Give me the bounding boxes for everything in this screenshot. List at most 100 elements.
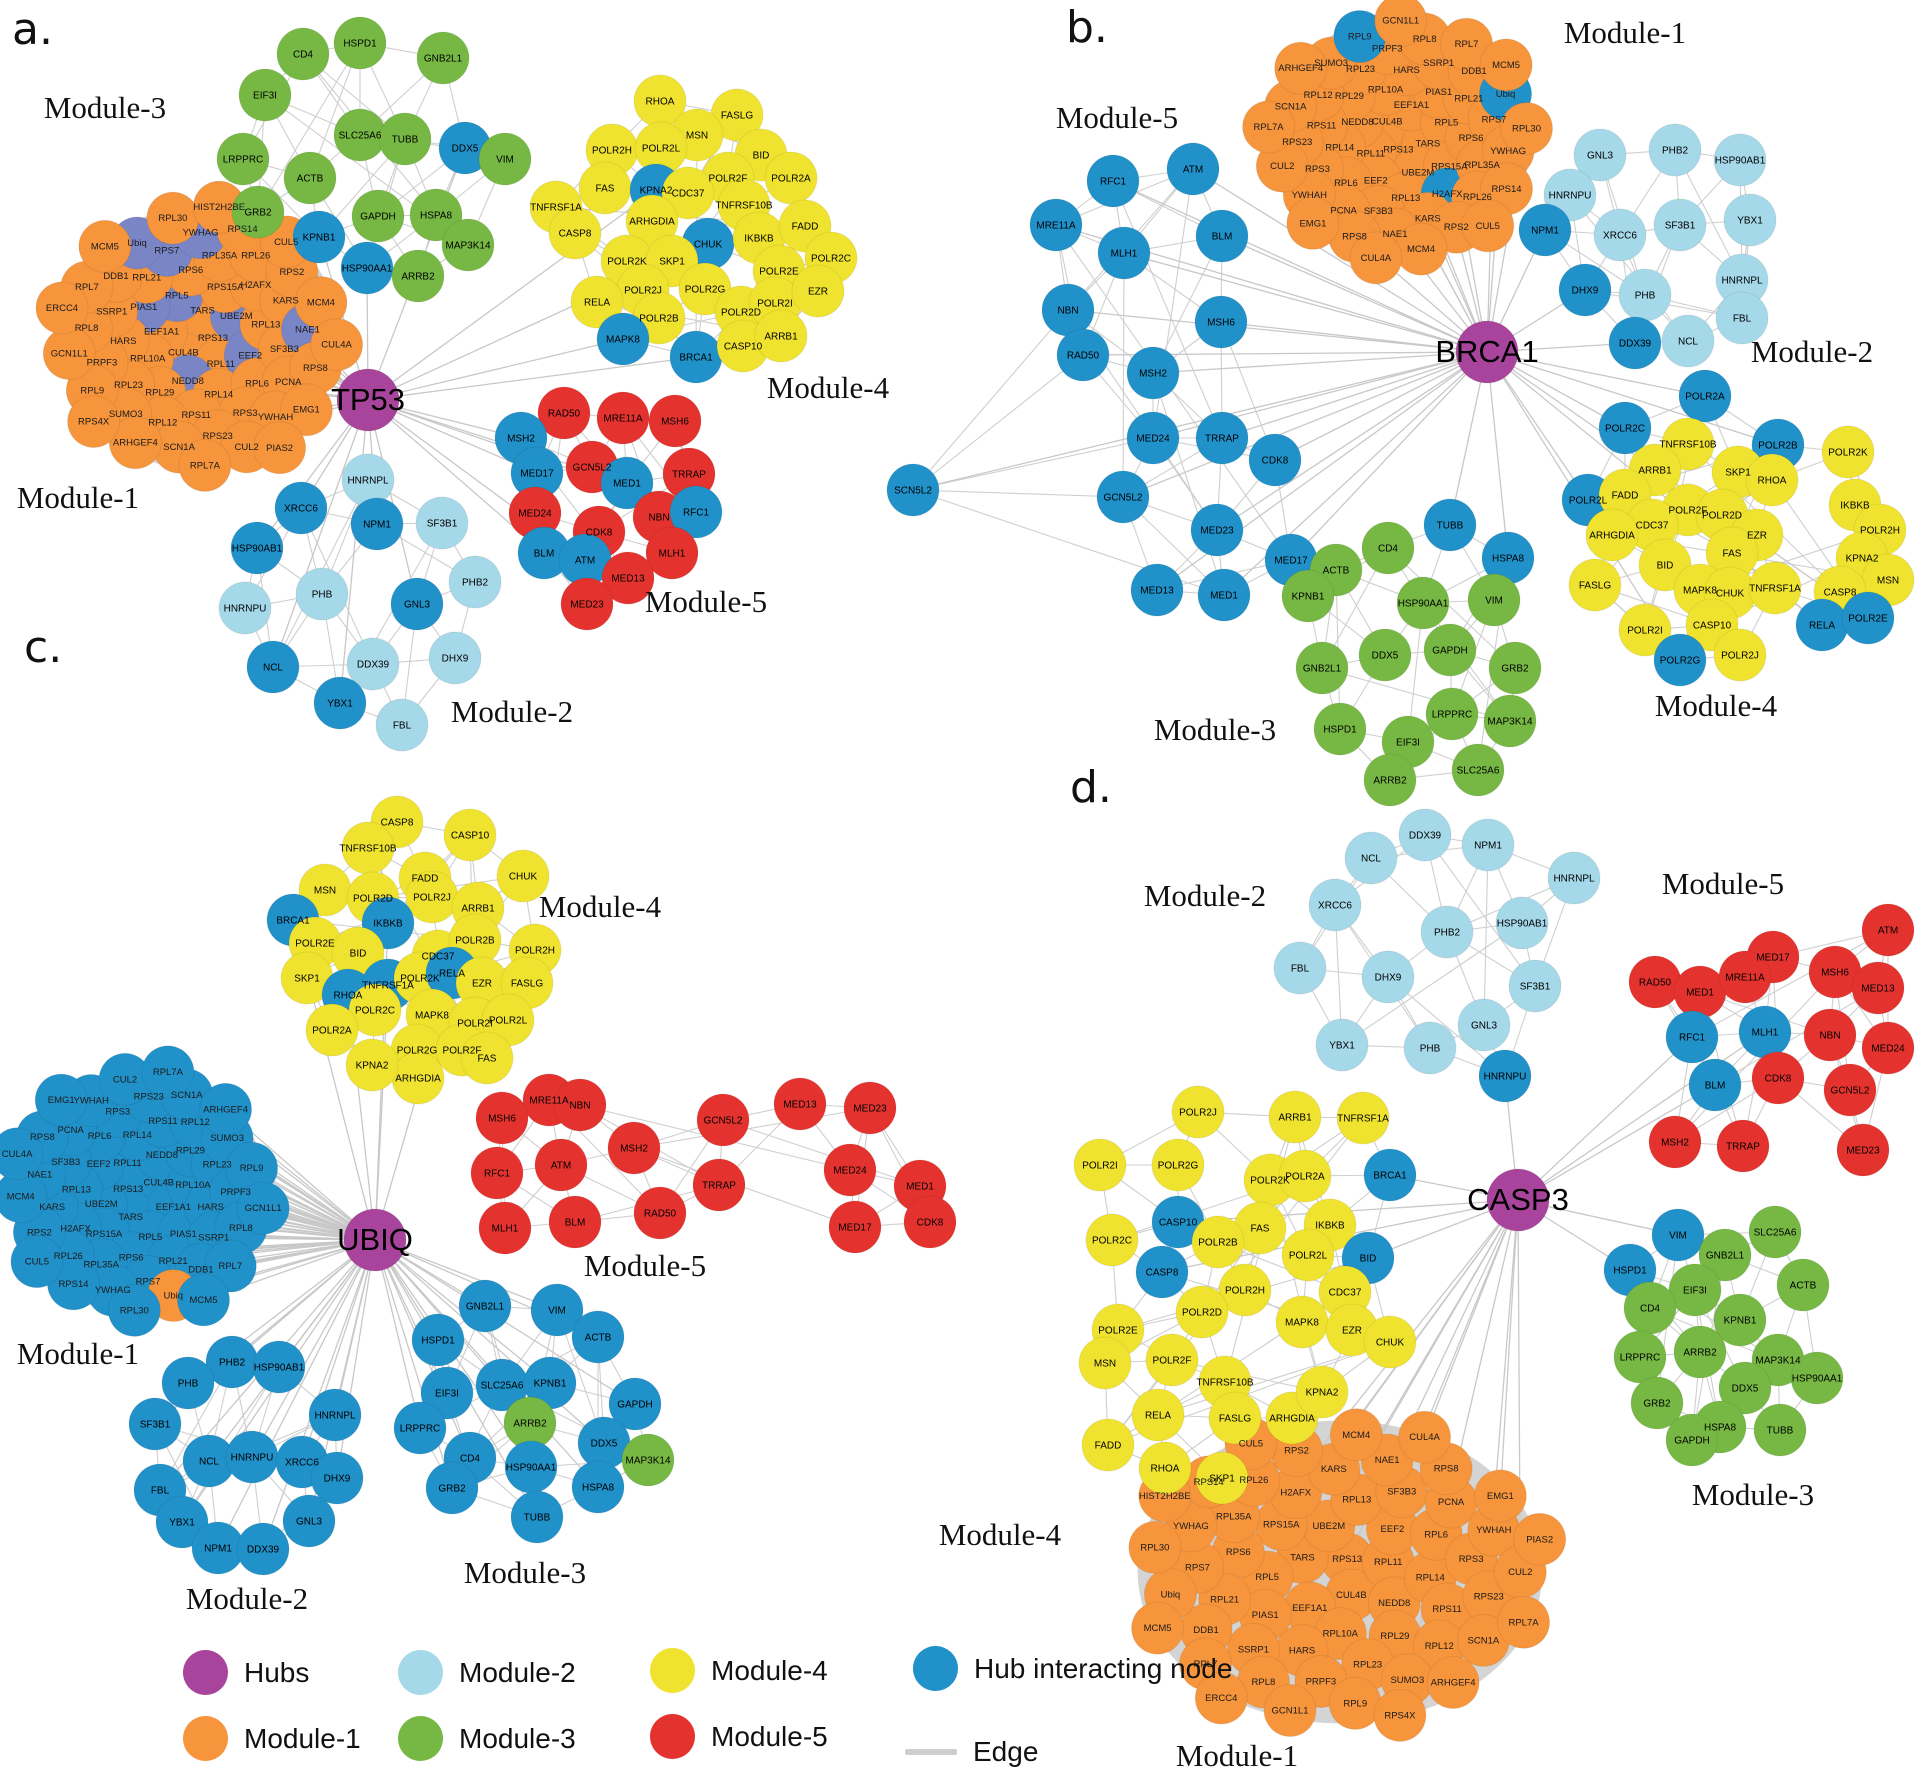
node-SF3B1[interactable] — [128, 1397, 182, 1451]
node-RPL30[interactable] — [107, 1283, 161, 1337]
node-MLH1[interactable] — [1097, 226, 1151, 280]
node-LRPPRC[interactable] — [393, 1401, 447, 1455]
node-EZR[interactable] — [791, 264, 845, 318]
node-KPNB1[interactable] — [292, 210, 346, 264]
node-EMG1[interactable] — [279, 383, 333, 437]
node-BRCA1[interactable] — [669, 330, 723, 384]
node-EMG1[interactable] — [1286, 196, 1340, 250]
node-NPM1[interactable] — [1461, 818, 1515, 872]
node-POLR2L[interactable] — [1281, 1228, 1335, 1282]
node-CUL4A[interactable] — [1398, 1410, 1452, 1464]
node-PIAS2[interactable] — [253, 421, 307, 475]
node-MRE11A[interactable] — [1029, 198, 1083, 252]
node-ARRB2[interactable] — [1673, 1325, 1727, 1379]
node-ARRB1[interactable] — [1268, 1090, 1322, 1144]
node-EIF3I[interactable] — [420, 1366, 474, 1420]
node-ARRB1[interactable] — [754, 309, 808, 363]
node-GNB2L1[interactable] — [458, 1279, 512, 1333]
node-GRB2[interactable] — [1488, 641, 1542, 695]
node-ATM[interactable] — [1166, 142, 1220, 196]
node-MED23[interactable] — [1190, 503, 1244, 557]
node-RPL9[interactable] — [1328, 1676, 1382, 1730]
node-POLR2A[interactable] — [1278, 1149, 1332, 1203]
node-PHB2[interactable] — [1648, 123, 1702, 177]
node-RAD50[interactable] — [1056, 328, 1110, 382]
node-POLR2J[interactable] — [1713, 628, 1767, 682]
node-POLR2A[interactable] — [764, 151, 818, 205]
node-ARHGEF4[interactable] — [1274, 41, 1328, 95]
node-RPL7A[interactable] — [178, 438, 232, 492]
node-HSP90AB1[interactable] — [252, 1340, 306, 1394]
node-HSP90AA1[interactable] — [1790, 1351, 1844, 1405]
node-POLR2B[interactable] — [1191, 1215, 1245, 1269]
node-RFC1[interactable] — [1086, 154, 1140, 208]
node-MAP3K14[interactable] — [1483, 694, 1537, 748]
node-PHB[interactable] — [1403, 1021, 1457, 1075]
node-ARRB2[interactable] — [1363, 753, 1417, 807]
node-TUBB[interactable] — [510, 1490, 564, 1544]
node-GNB2L1[interactable] — [416, 31, 470, 85]
node-VIM[interactable] — [1467, 573, 1521, 627]
node-FASLG[interactable] — [1208, 1391, 1262, 1445]
node-MSH6[interactable] — [1194, 295, 1248, 349]
node-CDK8[interactable] — [1751, 1051, 1805, 1105]
node-EMG1[interactable] — [34, 1073, 88, 1127]
node-CUL5[interactable] — [10, 1235, 64, 1289]
node-ATM[interactable] — [534, 1138, 588, 1192]
node-NBN[interactable] — [1041, 283, 1095, 337]
node-VIM[interactable] — [530, 1283, 584, 1337]
node-MED24[interactable] — [1126, 411, 1180, 465]
node-VIM[interactable] — [478, 132, 532, 186]
node-ACTB[interactable] — [283, 151, 337, 205]
node-RFC1[interactable] — [470, 1146, 524, 1200]
node-POLR2G[interactable] — [1151, 1138, 1205, 1192]
node-TNFRSF1A[interactable] — [1748, 561, 1802, 615]
node-CUL4A[interactable] — [1349, 231, 1403, 285]
node-HNRNPU[interactable] — [225, 1430, 279, 1484]
node-RHOA[interactable] — [1138, 1441, 1192, 1495]
node-TRRAP[interactable] — [692, 1158, 746, 1212]
node-PHB[interactable] — [161, 1356, 215, 1410]
node-POLR2C[interactable] — [1598, 401, 1652, 455]
node-HSP90AA1[interactable] — [340, 241, 394, 295]
node-MLH1[interactable] — [478, 1201, 532, 1255]
node-RPL7A[interactable] — [141, 1045, 195, 1099]
node-BRCA1[interactable] — [1363, 1148, 1417, 1202]
node-HNRNPL[interactable] — [341, 453, 395, 507]
node-HSPD1[interactable] — [1313, 702, 1367, 756]
node-YBX1[interactable] — [1315, 1018, 1369, 1072]
node-NBN[interactable] — [1803, 1008, 1857, 1062]
node-LRPPRC[interactable] — [1613, 1330, 1667, 1384]
node-SLC25A6[interactable] — [1451, 743, 1505, 797]
node-MED13[interactable] — [773, 1077, 827, 1131]
node-SF3B1[interactable] — [1508, 959, 1562, 1013]
node-MSH6[interactable] — [475, 1091, 529, 1145]
node-MAPK8[interactable] — [1275, 1295, 1329, 1349]
node-MCM5[interactable] — [78, 219, 132, 273]
node-HNRNPU[interactable] — [218, 581, 272, 635]
node-ARHGEF4[interactable] — [199, 1082, 253, 1136]
node-ERCC4[interactable] — [1194, 1671, 1248, 1725]
node-GRB2[interactable] — [1630, 1376, 1684, 1430]
node-GCN1L1[interactable] — [1374, 0, 1428, 48]
node-CD4[interactable] — [276, 27, 330, 81]
node-CDK8[interactable] — [1248, 433, 1302, 487]
node-SLC25A6[interactable] — [1748, 1205, 1802, 1259]
node-DDX39[interactable] — [346, 637, 400, 691]
node-SF3B1[interactable] — [1653, 198, 1707, 252]
node-NPM1[interactable] — [350, 497, 404, 551]
node-DHX9[interactable] — [1558, 263, 1612, 317]
node-MED1[interactable] — [1197, 568, 1251, 622]
node-CD4[interactable] — [1361, 521, 1415, 575]
node-ARHGDIA[interactable] — [391, 1051, 445, 1105]
node-MRE11A[interactable] — [596, 391, 650, 445]
node-RFC1[interactable] — [669, 485, 723, 539]
node-CUL5[interactable] — [1461, 199, 1515, 253]
node-PHB[interactable] — [295, 567, 349, 621]
node-FAS[interactable] — [578, 161, 632, 215]
node-GCN5L2[interactable] — [1096, 470, 1150, 524]
node-MED13[interactable] — [1130, 563, 1184, 617]
node-POLR2I[interactable] — [1618, 603, 1672, 657]
node-RFC1[interactable] — [1665, 1010, 1719, 1064]
node-HSP90AA1[interactable] — [504, 1440, 558, 1494]
